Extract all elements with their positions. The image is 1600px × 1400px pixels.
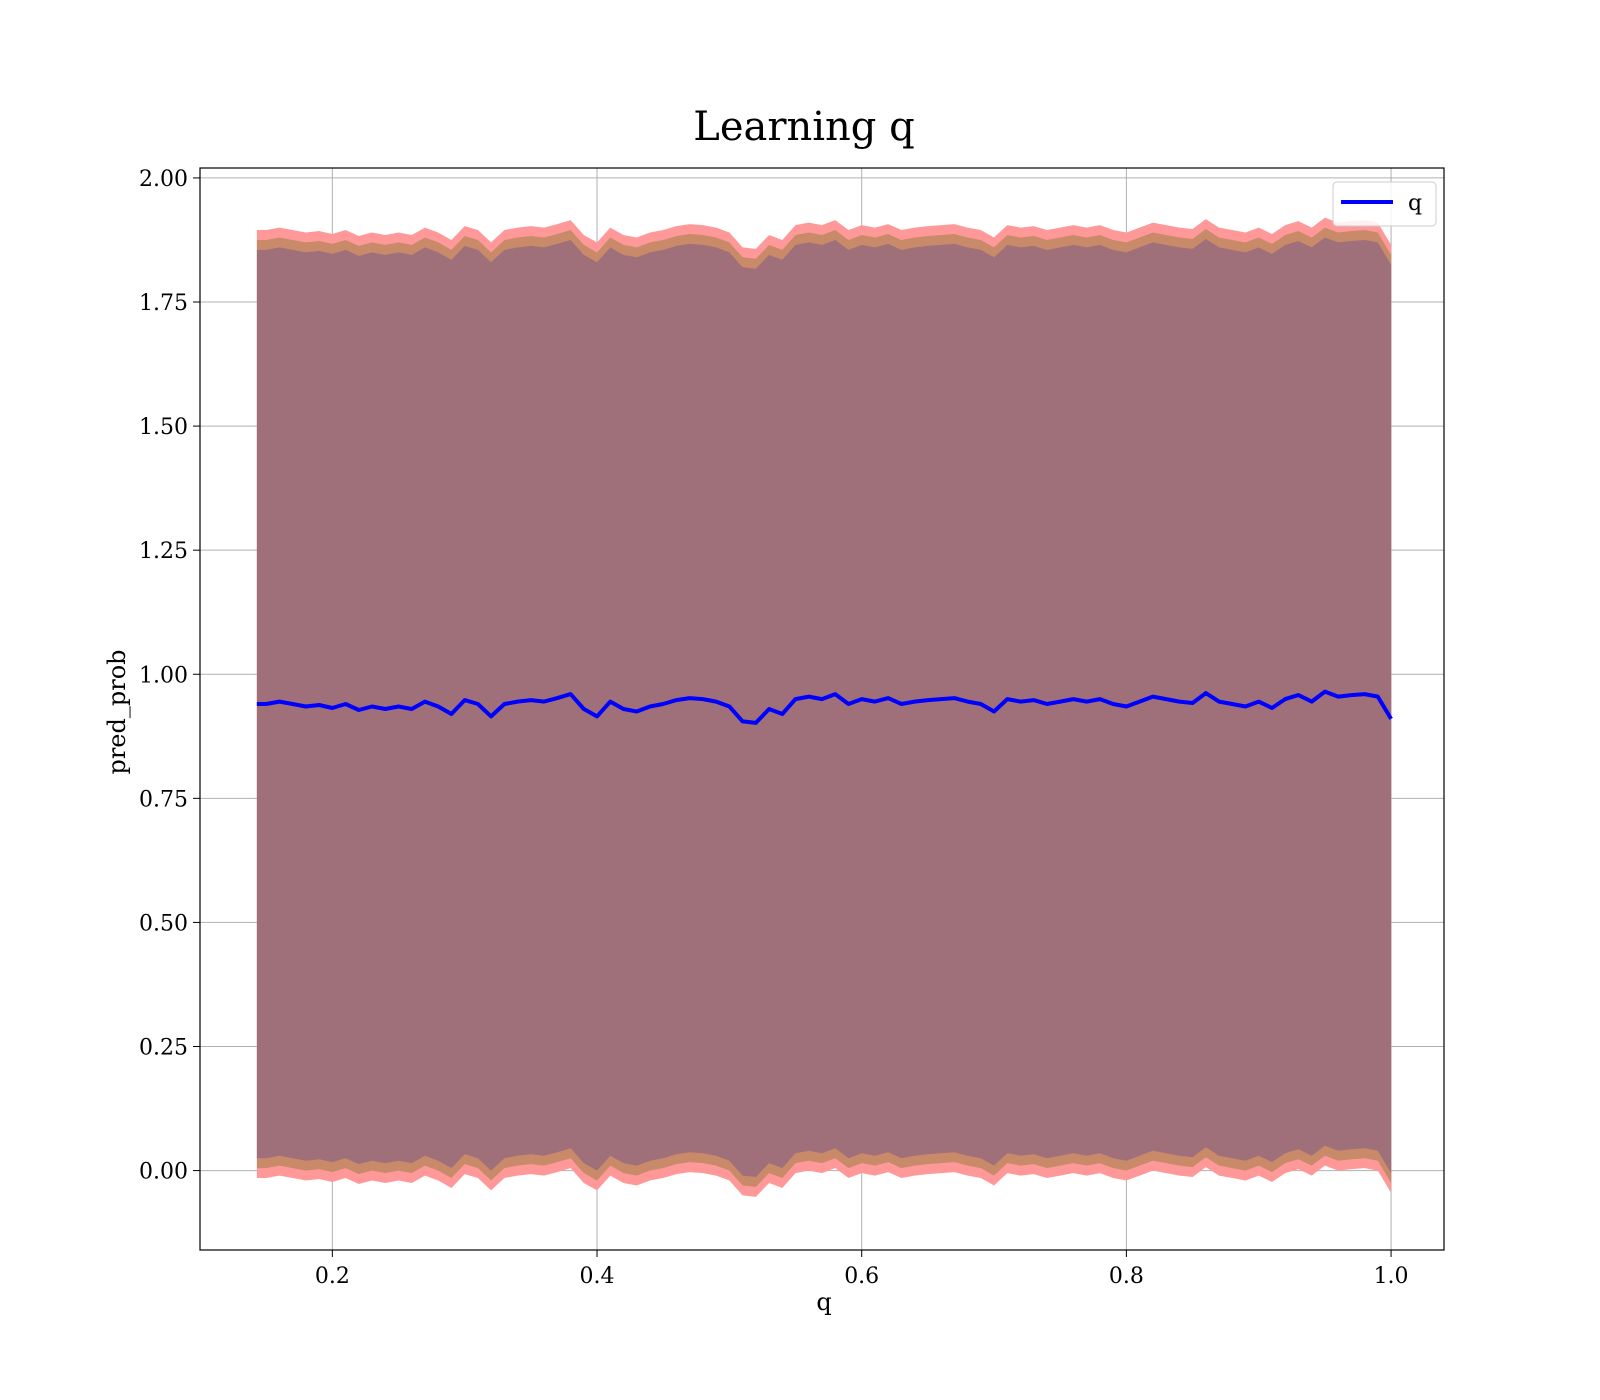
series-line-q — [256, 689, 1393, 725]
chart-title: Learning q — [693, 104, 914, 150]
y-tick-label-4: 1.00 — [139, 663, 188, 688]
plot-frame — [199, 167, 1445, 1251]
band-inner — [256, 237, 1392, 1177]
y-axis-ticks: 0.00 0.25 0.50 0.75 1.00 1.25 1.50 1.75 2.00 — [139, 167, 200, 1185]
x-tick-label-3: 0.8 — [1109, 1264, 1144, 1289]
y-axis-label: pred_prob — [103, 649, 131, 774]
x-tick-label-4: 1.0 — [1374, 1264, 1409, 1289]
x-axis-label: q — [816, 1288, 831, 1316]
y-tick-label-3: 0.75 — [139, 787, 188, 812]
y-tick-label-1: 0.25 — [139, 1036, 188, 1061]
y-tick-label-0: 0.00 — [139, 1160, 188, 1185]
legend-label-q: q — [1408, 191, 1422, 216]
plot-area — [199, 167, 1445, 1251]
x-tick-label-2: 0.6 — [844, 1264, 879, 1289]
y-tick-label-8: 2.00 — [139, 167, 188, 192]
legend: q — [1332, 181, 1437, 227]
x-tick-label-1: 0.4 — [580, 1264, 615, 1289]
x-axis-ticks: 0.2 0.4 0.6 0.8 1.0 — [315, 1250, 1409, 1289]
y-tick-label-7: 1.75 — [139, 291, 188, 316]
x-tick-label-0: 0.2 — [315, 1264, 350, 1289]
y-tick-label-2: 0.50 — [139, 911, 188, 936]
y-tick-label-5: 1.25 — [139, 539, 188, 564]
confidence-bands — [256, 217, 1392, 1197]
series-lines — [256, 689, 1393, 725]
y-tick-label-6: 1.50 — [139, 415, 188, 440]
